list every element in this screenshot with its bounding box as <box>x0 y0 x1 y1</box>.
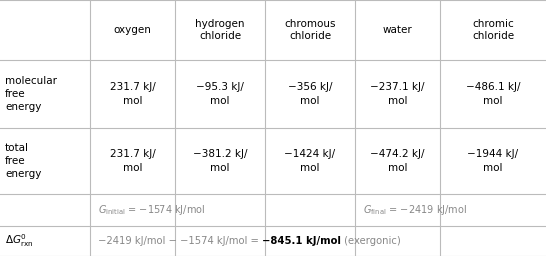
Text: −356 kJ/
mol: −356 kJ/ mol <box>288 82 333 105</box>
Text: $G_\mathrm{initial}$ = −1574 kJ/mol: $G_\mathrm{initial}$ = −1574 kJ/mol <box>98 203 205 217</box>
Text: $\Delta G^\mathrm{0}_\mathrm{rxn}$: $\Delta G^\mathrm{0}_\mathrm{rxn}$ <box>5 233 33 249</box>
Text: water: water <box>383 25 412 35</box>
Text: $G_\mathrm{final}$ = −2419 kJ/mol: $G_\mathrm{final}$ = −2419 kJ/mol <box>363 203 467 217</box>
Text: −237.1 kJ/
mol: −237.1 kJ/ mol <box>370 82 425 105</box>
Text: chromous
chloride: chromous chloride <box>284 19 336 41</box>
Text: −1424 kJ/
mol: −1424 kJ/ mol <box>284 150 336 173</box>
Text: hydrogen
chloride: hydrogen chloride <box>195 19 245 41</box>
Text: −381.2 kJ/
mol: −381.2 kJ/ mol <box>193 150 247 173</box>
Text: chromic
chloride: chromic chloride <box>472 19 514 41</box>
Text: −2419 kJ/mol − −1574 kJ/mol =: −2419 kJ/mol − −1574 kJ/mol = <box>98 236 262 246</box>
Text: total
free
energy: total free energy <box>5 143 41 179</box>
Text: −474.2 kJ/
mol: −474.2 kJ/ mol <box>370 150 425 173</box>
Text: −95.3 kJ/
mol: −95.3 kJ/ mol <box>196 82 244 105</box>
Text: (exergonic): (exergonic) <box>341 236 401 246</box>
Text: −845.1 kJ/mol: −845.1 kJ/mol <box>262 236 341 246</box>
Text: 231.7 kJ/
mol: 231.7 kJ/ mol <box>110 150 156 173</box>
Text: −486.1 kJ/
mol: −486.1 kJ/ mol <box>466 82 520 105</box>
Text: −1944 kJ/
mol: −1944 kJ/ mol <box>467 150 519 173</box>
Text: molecular
free
energy: molecular free energy <box>5 76 57 112</box>
Text: 231.7 kJ/
mol: 231.7 kJ/ mol <box>110 82 156 105</box>
Text: oxygen: oxygen <box>114 25 151 35</box>
